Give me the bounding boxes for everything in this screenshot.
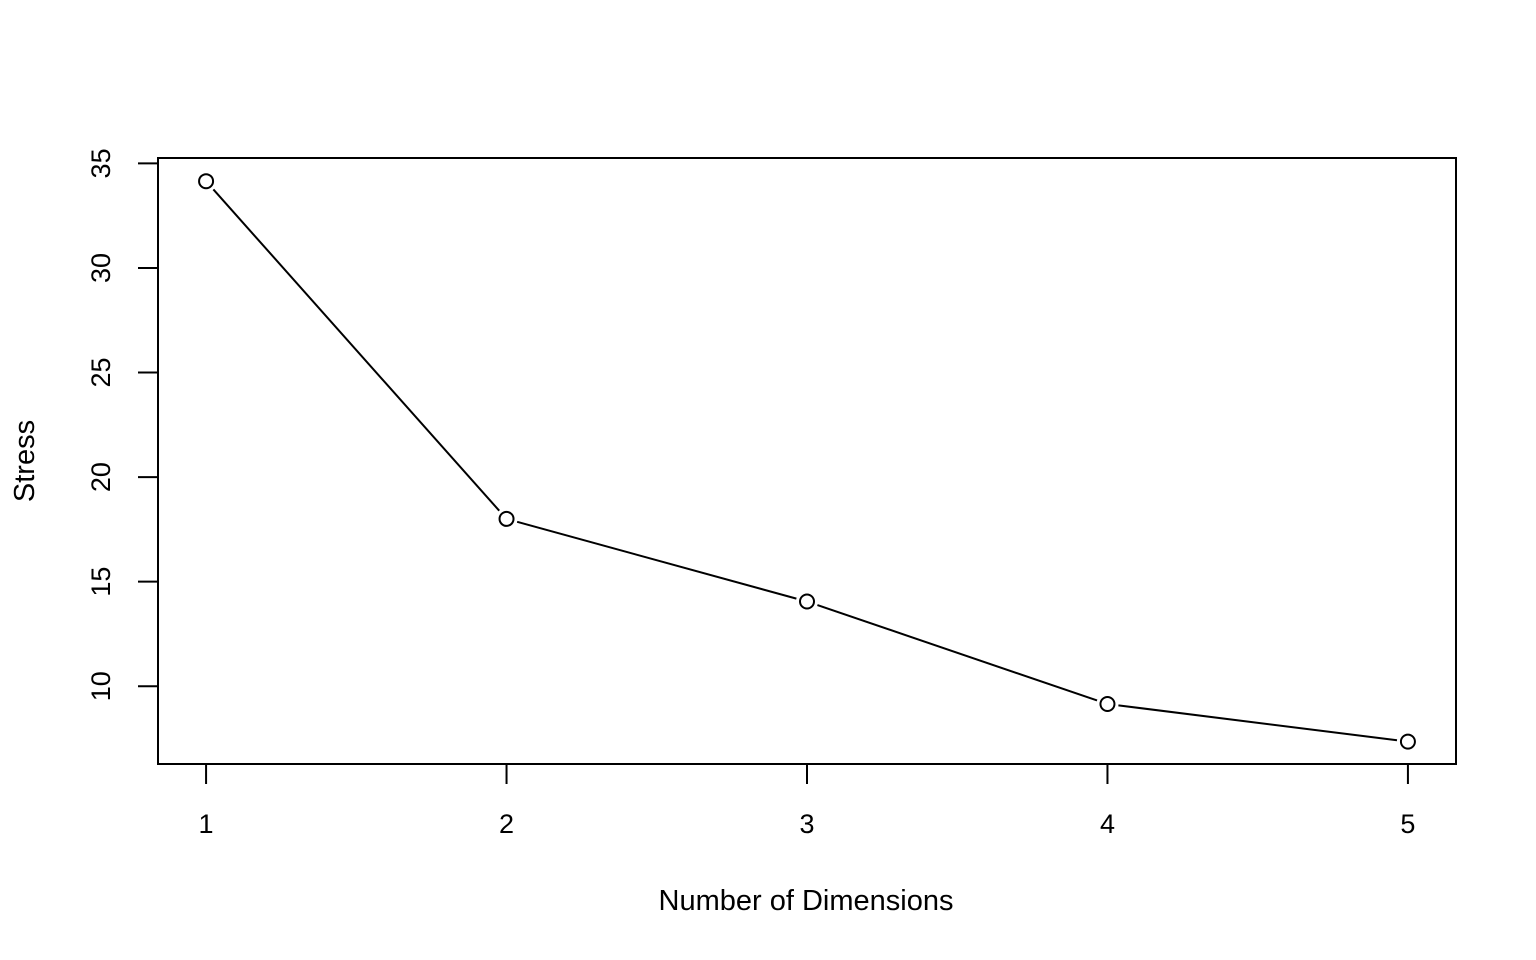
y-tick-label: 35 <box>86 148 116 178</box>
y-tick-label: 30 <box>86 253 116 283</box>
data-point <box>1099 695 1116 712</box>
y-tick-label: 15 <box>86 567 116 597</box>
data-point <box>799 593 815 610</box>
x-tick-label: 1 <box>199 809 214 839</box>
series-segment <box>516 520 797 600</box>
series-segment <box>1118 704 1398 742</box>
x-tick-label: 5 <box>1400 809 1415 839</box>
y-tick-label: 10 <box>86 671 116 701</box>
x-axis-title: Number of Dimensions <box>659 885 954 917</box>
series-segment <box>817 604 1098 702</box>
data-point <box>1399 733 1416 750</box>
x-tick-label: 2 <box>499 809 514 839</box>
x-tick-label: 3 <box>799 809 814 839</box>
series-segment <box>212 188 500 512</box>
plot-frame <box>157 157 1457 765</box>
y-axis: 10 15 20 25 30 35 <box>86 148 159 701</box>
x-axis: 1 2 3 4 5 <box>199 763 1415 839</box>
x-tick-label: 4 <box>1100 809 1115 839</box>
y-tick-label: 25 <box>86 358 116 388</box>
data-point <box>498 510 515 527</box>
y-tick-label: 20 <box>86 462 116 492</box>
data-series <box>198 173 1416 750</box>
data-point <box>198 173 215 190</box>
y-axis-title: Stress <box>9 420 41 502</box>
